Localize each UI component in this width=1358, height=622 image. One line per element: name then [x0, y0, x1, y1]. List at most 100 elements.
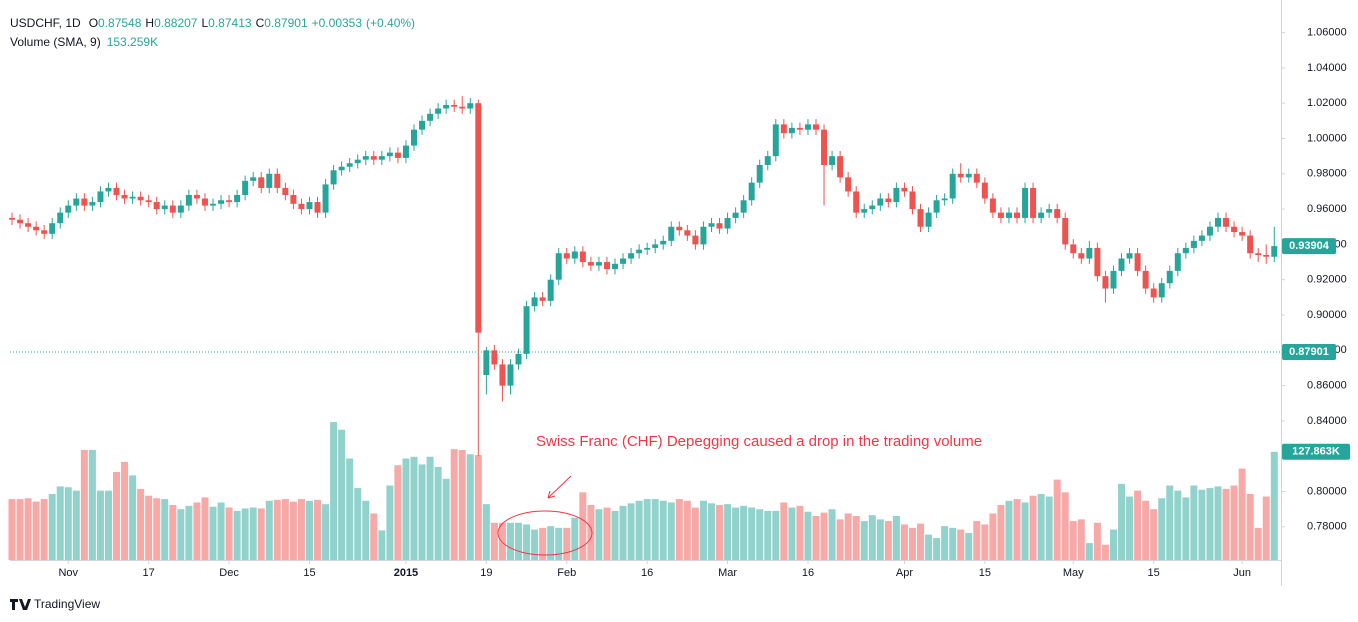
candle-body [523, 306, 530, 354]
volume-bar [675, 499, 683, 560]
candle-body [41, 230, 48, 234]
volume-bar [1053, 479, 1061, 560]
candle-body [338, 166, 345, 171]
candle-body [708, 223, 715, 227]
volume-bar [900, 524, 908, 560]
candle-body [764, 156, 771, 165]
volume-bar [113, 472, 121, 560]
volume-bar [917, 523, 925, 560]
volume-bar [64, 487, 72, 560]
volume-bar [386, 485, 394, 560]
volume-bar [1126, 496, 1134, 560]
volume-bar [482, 504, 490, 560]
x-tick-label: 15 [1148, 567, 1160, 579]
volume-bar [434, 466, 442, 560]
candle-body [242, 180, 249, 195]
y-tick-label: 1.00000 [1307, 132, 1347, 144]
candle-body [555, 253, 562, 280]
candle-body [1030, 187, 1037, 218]
candle-body [909, 191, 916, 210]
volume-bar [772, 510, 780, 560]
x-tick-label: Mar [718, 567, 737, 579]
candle-body [1070, 244, 1077, 254]
volume-bar [273, 499, 281, 560]
candle-body [901, 187, 908, 192]
volume-bar [531, 529, 539, 560]
candle-body [1054, 209, 1061, 218]
ohlc-value: 0.87413 [208, 16, 252, 30]
volume-bar [627, 503, 635, 560]
candle-body [515, 353, 522, 365]
volume-bar [1045, 496, 1053, 560]
candle-body [772, 124, 779, 157]
candle-body [298, 203, 305, 210]
volume-bar [1061, 492, 1069, 560]
volume-bar [394, 465, 402, 560]
volume-bar [466, 454, 474, 560]
volume-bar [322, 504, 330, 560]
candle-body [636, 249, 643, 254]
candle-body [49, 223, 56, 234]
candle-body [467, 103, 474, 109]
volume-bar [780, 502, 788, 560]
volume-bar [48, 494, 56, 560]
volume-bar [699, 500, 707, 560]
volume-bar [884, 521, 892, 560]
volume-bar [129, 475, 137, 560]
candle-body [1198, 235, 1205, 241]
candle-body [1038, 212, 1045, 218]
candle-body [1223, 217, 1230, 227]
candle-body [949, 173, 956, 199]
candle-body [1158, 283, 1165, 298]
volume-bar [860, 521, 868, 560]
candle-body [1263, 254, 1270, 257]
volume-bar [973, 521, 981, 560]
legend-volume: Volume (SMA, 9) 153.259K [10, 35, 158, 49]
candle-body [234, 194, 241, 203]
candle-body [65, 205, 72, 213]
volume-bar [153, 498, 161, 560]
candle-body [394, 152, 401, 158]
y-tick-label: 0.96000 [1307, 203, 1347, 215]
candle-body [1094, 247, 1101, 277]
candle-body [1271, 246, 1278, 257]
volume-bar [691, 507, 699, 560]
candle-body [700, 226, 707, 245]
volume-bar [402, 458, 410, 560]
candle-body [201, 198, 208, 206]
volume-bar [515, 522, 523, 560]
volume-bar [474, 455, 482, 560]
candle-body [813, 124, 819, 130]
volume-bar [1037, 494, 1045, 560]
candle-body [997, 212, 1004, 218]
volume-bar [868, 515, 876, 560]
x-tick-label: 16 [802, 567, 814, 579]
candle-body [1142, 270, 1149, 289]
x-tick-label: May [1063, 567, 1084, 579]
candle-body [33, 226, 40, 231]
price-pane [9, 96, 1278, 457]
candle-body [1110, 270, 1117, 289]
candle-body [483, 350, 490, 376]
volume-badge-label: 127.863K [1292, 446, 1340, 458]
candle-body [161, 205, 168, 210]
candle-body [314, 202, 321, 213]
candle-body [853, 191, 860, 213]
candle-body [411, 129, 417, 146]
candle-body [1126, 253, 1133, 259]
candle-body [981, 182, 988, 199]
volume-badge [1282, 443, 1350, 460]
candle-body [322, 184, 329, 213]
volume-bar [539, 527, 547, 560]
annotation-text: Swiss Franc (CHF) Depegging caused a dro… [536, 433, 982, 450]
candle-body [603, 262, 610, 270]
candle-body [941, 198, 948, 201]
volume-bar [892, 516, 900, 560]
volume-bar [305, 500, 313, 560]
volume-bar [145, 495, 153, 560]
volume-bar [330, 422, 338, 560]
candle-body [1022, 187, 1029, 218]
volume-bar [764, 510, 772, 560]
brand: TradingView [10, 597, 100, 611]
volume-bar [651, 499, 659, 560]
